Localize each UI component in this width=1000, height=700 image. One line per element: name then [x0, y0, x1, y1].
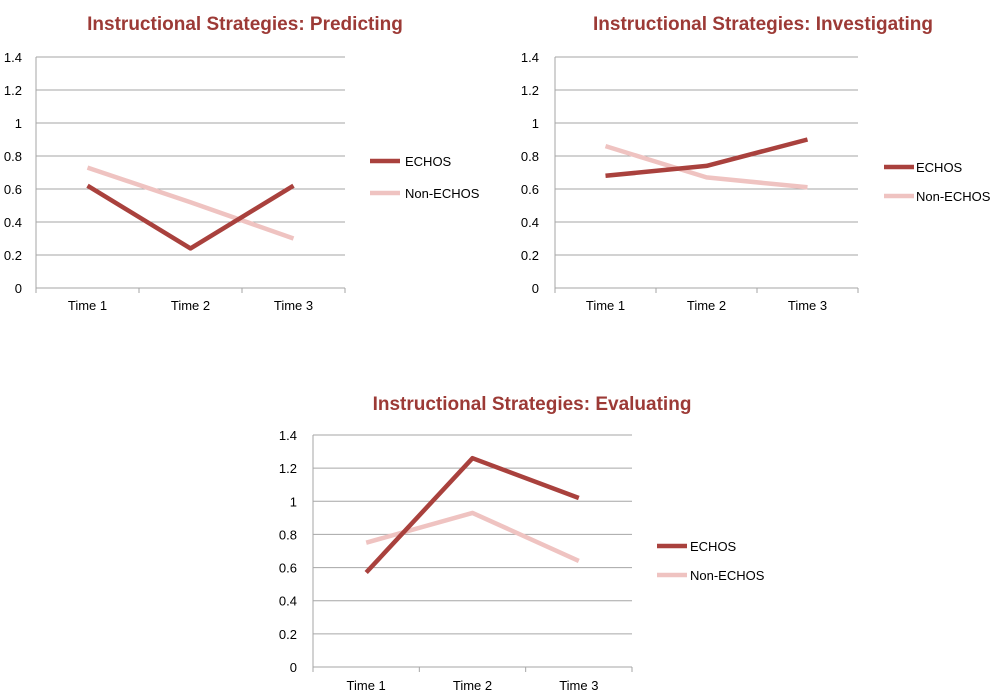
- chart-title: Instructional Strategies: Investigating: [593, 14, 933, 35]
- legend-label-non-echos: Non-ECHOS: [405, 186, 480, 201]
- chart-title: Instructional Strategies: Evaluating: [373, 394, 692, 415]
- x-tick-label: Time 3: [788, 298, 827, 313]
- legend-label-echos: ECHOS: [405, 154, 452, 169]
- x-tick-label: Time 3: [559, 678, 598, 693]
- y-tick-label: 0.4: [279, 594, 297, 609]
- y-tick-label: 0.6: [279, 561, 297, 576]
- chart-evaluating: Instructional Strategies: Evaluating 0 0.…: [279, 394, 765, 693]
- y-tick-label: 0.6: [521, 182, 539, 197]
- x-tick-label: Time 3: [274, 298, 313, 313]
- y-tick-label: 1: [15, 116, 22, 131]
- y-tick-label: 0.4: [4, 215, 22, 230]
- y-tick-label: 1.2: [4, 83, 22, 98]
- legend-label-echos: ECHOS: [916, 160, 963, 175]
- y-tick-label: 0.2: [4, 248, 22, 263]
- y-tick-label: 0.8: [4, 149, 22, 164]
- y-tick-label: 0: [290, 660, 297, 675]
- legend-label-echos: ECHOS: [690, 539, 737, 554]
- y-tick-label: 0: [15, 281, 22, 296]
- y-tick-label: 1.4: [4, 50, 22, 65]
- x-tick-label: Time 1: [586, 298, 625, 313]
- y-tick-label: 0.8: [279, 527, 297, 542]
- y-tick-label: 0: [532, 281, 539, 296]
- chart-title: Instructional Strategies: Predicting: [87, 14, 403, 35]
- chart-predicting: Instructional Strategies: Predicting 0 0.…: [4, 14, 480, 313]
- y-tick-label: 1.2: [521, 83, 539, 98]
- x-tick-label: Time 1: [347, 678, 386, 693]
- y-tick-label: 0.2: [279, 627, 297, 642]
- y-tick-label: 1.2: [279, 461, 297, 476]
- x-tick-label: Time 2: [453, 678, 492, 693]
- non-echos-series-line: [604, 143, 808, 190]
- y-tick-label: 0.4: [521, 215, 539, 230]
- echos-series-line: [605, 137, 809, 179]
- x-tick-label: Time 1: [68, 298, 107, 313]
- y-tick-label: 1.4: [521, 50, 539, 65]
- legend-label-non-echos: Non-ECHOS: [690, 568, 765, 583]
- y-tick-label: 0.2: [521, 248, 539, 263]
- echos-series-line: [364, 455, 580, 575]
- echos-series-line: [86, 183, 295, 251]
- y-tick-label: 1: [532, 116, 539, 131]
- x-tick-label: Time 2: [171, 298, 210, 313]
- y-tick-label: 1.4: [279, 428, 297, 443]
- legend-label-non-echos: Non-ECHOS: [916, 189, 991, 204]
- y-tick-label: 0.6: [4, 182, 22, 197]
- x-tick-label: Time 2: [687, 298, 726, 313]
- y-tick-label: 1: [290, 494, 297, 509]
- y-tick-label: 0.8: [521, 149, 539, 164]
- chart-investigating: Instructional Strategies: Investigating …: [521, 14, 991, 313]
- non-echos-series-line: [86, 165, 295, 241]
